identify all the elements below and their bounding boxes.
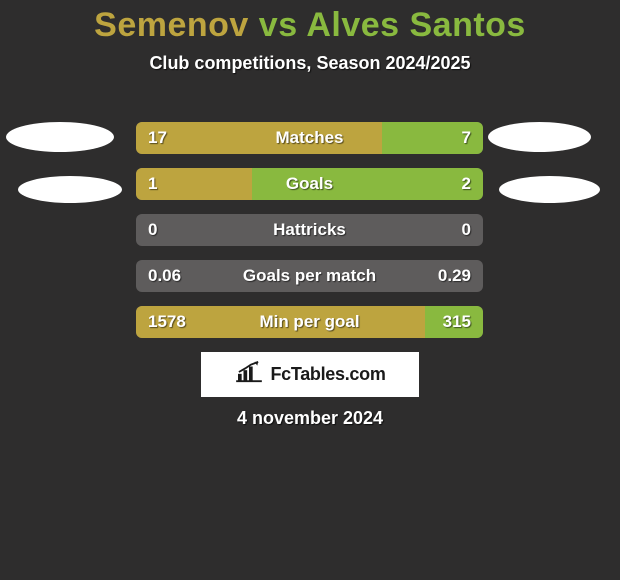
bg-ellipse	[18, 176, 122, 203]
bg-ellipse	[6, 122, 114, 152]
date-label: 4 november 2024	[0, 408, 620, 429]
stat-row: 12Goals	[136, 168, 483, 200]
stat-bar-player1	[136, 168, 252, 200]
stat-bar-player2	[425, 306, 483, 338]
stat-row: 177Matches	[136, 122, 483, 154]
source-badge-text: FcTables.com	[270, 364, 385, 385]
comparison-infographic: Semenov vs Alves Santos Club competition…	[0, 0, 620, 580]
source-badge: FcTables.com	[201, 352, 419, 397]
stat-value-player2: 0.29	[438, 260, 471, 292]
chart-icon	[234, 361, 264, 388]
stat-label: Hattricks	[136, 214, 483, 246]
bg-ellipse	[499, 176, 600, 203]
stat-value-player1: 0	[148, 214, 157, 246]
page-title: Semenov vs Alves Santos	[0, 0, 620, 45]
stat-value-player2: 0	[462, 214, 471, 246]
title-player1: Semenov	[94, 6, 249, 44]
stat-bar-player1	[136, 122, 382, 154]
title-player2: Alves Santos	[306, 6, 526, 44]
title-vs: vs	[259, 6, 298, 44]
stat-value-player1: 0.06	[148, 260, 181, 292]
bg-ellipse	[488, 122, 591, 152]
stat-bar-player2	[252, 168, 483, 200]
stat-bar-player2	[382, 122, 483, 154]
stat-row: 0.06 0.29Goals per match	[136, 260, 483, 292]
stat-label: Goals per match	[136, 260, 483, 292]
stat-bar-player1	[136, 306, 425, 338]
stat-row: 1578315Min per goal	[136, 306, 483, 338]
subtitle: Club competitions, Season 2024/2025	[0, 53, 620, 74]
stat-row: 0 0Hattricks	[136, 214, 483, 246]
